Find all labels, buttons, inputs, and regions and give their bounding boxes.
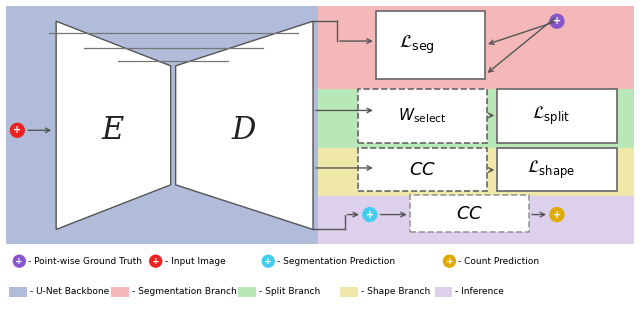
Bar	[318, 196, 634, 244]
Bar	[318, 6, 634, 89]
Text: - Point-wise Ground Truth: - Point-wise Ground Truth	[28, 257, 142, 266]
Circle shape	[363, 208, 377, 221]
Text: - Count Prediction: - Count Prediction	[458, 257, 540, 266]
Text: - Segmentation Prediction: - Segmentation Prediction	[277, 257, 396, 266]
Text: +: +	[13, 125, 21, 135]
Text: $\mathcal{L}_{\mathsf{split}}$: $\mathcal{L}_{\mathsf{split}}$	[532, 104, 570, 127]
Text: +: +	[152, 257, 159, 266]
Text: - Shape Branch: - Shape Branch	[361, 287, 430, 297]
Text: +: +	[264, 257, 272, 266]
Polygon shape	[56, 21, 171, 230]
Text: - Input Image: - Input Image	[164, 257, 225, 266]
Bar	[111, 287, 129, 297]
Bar	[376, 11, 485, 79]
Text: +: +	[445, 257, 453, 266]
Bar	[6, 6, 318, 244]
Circle shape	[150, 255, 162, 267]
Text: - Inference: - Inference	[456, 287, 504, 297]
Bar	[238, 287, 256, 297]
Text: E: E	[102, 115, 124, 146]
Text: - Split Branch: - Split Branch	[259, 287, 321, 297]
Text: $CC$: $CC$	[409, 161, 436, 179]
Bar	[318, 148, 634, 196]
Bar	[10, 287, 28, 297]
Circle shape	[444, 255, 456, 267]
Text: $\mathcal{L}_{\mathsf{shape}}$: $\mathcal{L}_{\mathsf{shape}}$	[527, 159, 575, 181]
Circle shape	[10, 123, 24, 137]
Bar	[497, 89, 617, 143]
Text: +: +	[365, 210, 374, 219]
Bar	[358, 148, 487, 191]
Bar	[435, 287, 452, 297]
Circle shape	[550, 14, 564, 28]
Bar	[497, 148, 617, 191]
Bar	[358, 89, 487, 143]
Polygon shape	[175, 21, 313, 230]
Bar	[340, 287, 358, 297]
Circle shape	[262, 255, 274, 267]
Bar	[318, 89, 634, 148]
Bar	[410, 195, 529, 233]
Circle shape	[13, 255, 26, 267]
Circle shape	[550, 208, 564, 221]
Text: +: +	[553, 16, 561, 26]
Text: +: +	[15, 257, 23, 266]
Text: - Segmentation Branch: - Segmentation Branch	[132, 287, 237, 297]
Text: +: +	[553, 210, 561, 219]
Text: $W_{\mathsf{select}}$: $W_{\mathsf{select}}$	[398, 106, 447, 125]
Text: $\mathcal{L}_{\mathsf{seg}}$: $\mathcal{L}_{\mathsf{seg}}$	[399, 34, 435, 56]
Text: D: D	[231, 115, 255, 146]
Text: - U-Net Backbone: - U-Net Backbone	[30, 287, 109, 297]
Text: $CC$: $CC$	[456, 205, 483, 223]
